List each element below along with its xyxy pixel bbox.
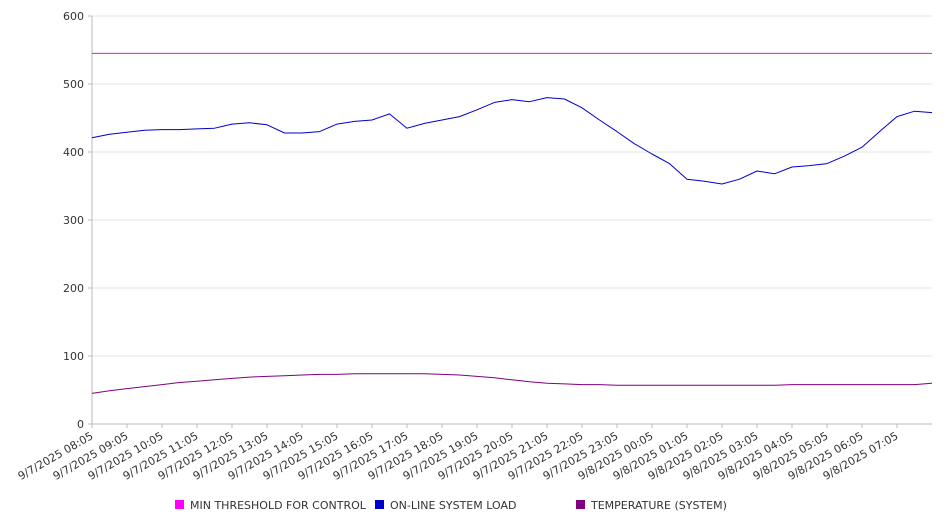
legend-label[interactable]: MIN THRESHOLD FOR CONTROL — [190, 499, 367, 512]
y-tick-label: 0 — [77, 418, 84, 431]
temperature-swatch[interactable] — [576, 500, 585, 509]
y-tick-label: 500 — [63, 78, 84, 91]
y-tick-label: 200 — [63, 282, 84, 295]
x-tick-labels: 9/7/2025 08:059/7/2025 09:059/7/2025 10:… — [16, 424, 901, 483]
y-tick-label: 300 — [63, 214, 84, 227]
y-tick-labels: 0 100 200 300 400 500 600 — [63, 10, 84, 431]
legend[interactable]: MIN THRESHOLD FOR CONTROL ON-LINE SYSTEM … — [175, 499, 727, 512]
temperature-line — [91, 373, 933, 394]
series — [91, 52, 933, 394]
legend-label[interactable]: ON-LINE SYSTEM LOAD — [390, 499, 516, 512]
gridlines — [88, 15, 932, 425]
y-tick-label: 400 — [63, 146, 84, 159]
online-system-load-line — [91, 97, 933, 185]
legend-label[interactable]: TEMPERATURE (SYSTEM) — [590, 499, 727, 512]
y-tick-label: 600 — [63, 10, 84, 23]
min-threshold-swatch[interactable] — [175, 500, 184, 509]
online-system-load-swatch[interactable] — [375, 500, 384, 509]
y-tick-label: 100 — [63, 350, 84, 363]
